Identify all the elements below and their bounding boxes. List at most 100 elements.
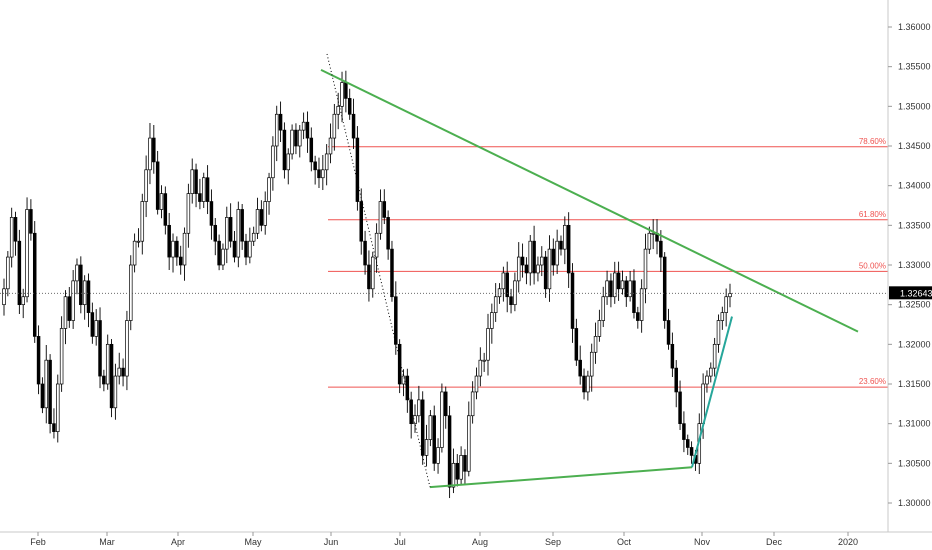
candle <box>2 278 6 316</box>
candle <box>309 127 314 172</box>
candle <box>371 251 375 298</box>
candle <box>113 363 118 420</box>
candle <box>63 290 68 345</box>
candle <box>374 223 379 273</box>
candle <box>336 92 340 130</box>
candle <box>17 229 22 314</box>
candle <box>217 234 221 271</box>
candle <box>574 318 579 366</box>
candle <box>559 235 563 256</box>
candle <box>363 230 367 275</box>
candle <box>117 352 121 385</box>
candle <box>221 243 225 270</box>
trendline <box>320 68 859 333</box>
price-axis[interactable]: 1.36000 1.35500 1.35000 1.34500 1.34000 1.335… <box>888 22 931 508</box>
candle <box>417 385 421 423</box>
candle <box>639 279 644 333</box>
trendline <box>429 466 693 489</box>
time-tick-label: Apr <box>171 537 185 547</box>
candle <box>409 391 413 439</box>
candle <box>474 367 479 400</box>
candle <box>244 233 248 266</box>
candle <box>443 386 448 429</box>
candle <box>278 101 283 142</box>
candle <box>132 233 137 273</box>
candle <box>190 158 194 204</box>
candle <box>597 309 602 342</box>
candle <box>378 189 383 240</box>
candle <box>267 172 271 215</box>
candle <box>390 240 394 302</box>
candle <box>709 362 713 383</box>
candle <box>655 219 659 255</box>
candle <box>98 307 102 389</box>
candle <box>586 370 590 401</box>
candle <box>647 226 652 254</box>
candle <box>140 193 145 255</box>
candle <box>528 234 533 286</box>
candle <box>344 70 348 113</box>
time-tick-label: Nov <box>694 537 711 547</box>
candle <box>236 201 241 268</box>
time-tick-label: Sep <box>545 537 561 547</box>
candle <box>720 306 725 330</box>
time-tick-label: Dec <box>766 537 783 547</box>
candle <box>259 200 264 232</box>
candle <box>294 123 298 155</box>
candle <box>347 88 352 120</box>
time-axis[interactable]: Feb Mar Apr May Jun Jul Aug Sep Oct Nov Dec 2020 <box>30 532 858 547</box>
candle <box>524 257 529 285</box>
candle <box>670 332 675 378</box>
candle <box>674 360 678 408</box>
candle <box>75 258 79 295</box>
candle <box>90 302 95 344</box>
candle <box>501 266 506 302</box>
candle <box>159 185 164 219</box>
candle <box>301 112 306 140</box>
price-tick-label: 1.32500 <box>898 300 931 310</box>
candle <box>532 225 536 285</box>
candle <box>424 424 429 467</box>
candle <box>432 405 436 471</box>
candle <box>282 122 287 179</box>
candle <box>52 408 56 439</box>
candle <box>516 242 521 293</box>
candle <box>705 370 709 393</box>
candle <box>67 287 72 328</box>
candle <box>79 256 83 314</box>
candle <box>455 454 460 487</box>
candle <box>86 273 91 328</box>
candle <box>505 261 509 313</box>
candles <box>2 70 732 499</box>
fib-label: 61.80% <box>859 210 886 219</box>
candle <box>263 191 267 235</box>
candle <box>632 269 636 319</box>
candle <box>324 144 329 186</box>
price-tick-label: 1.31000 <box>898 419 931 429</box>
candle <box>712 337 717 377</box>
candle <box>428 410 433 447</box>
candle <box>21 288 25 319</box>
candle <box>286 148 291 185</box>
candle <box>724 288 728 327</box>
price-tick-label: 1.36000 <box>898 22 931 32</box>
candle <box>543 250 548 298</box>
candle <box>662 252 667 329</box>
candle <box>459 446 463 485</box>
trendlines <box>320 53 859 489</box>
candle <box>109 339 114 418</box>
candle <box>44 345 49 424</box>
candle <box>555 229 559 275</box>
candle <box>470 381 475 424</box>
candle <box>298 125 302 158</box>
candle <box>6 251 10 297</box>
candle <box>467 401 471 477</box>
candle <box>205 165 210 215</box>
candle <box>624 276 629 307</box>
candle <box>616 261 621 301</box>
candle <box>359 188 363 255</box>
candle <box>144 155 148 218</box>
candle <box>540 246 544 277</box>
candle <box>490 303 494 344</box>
